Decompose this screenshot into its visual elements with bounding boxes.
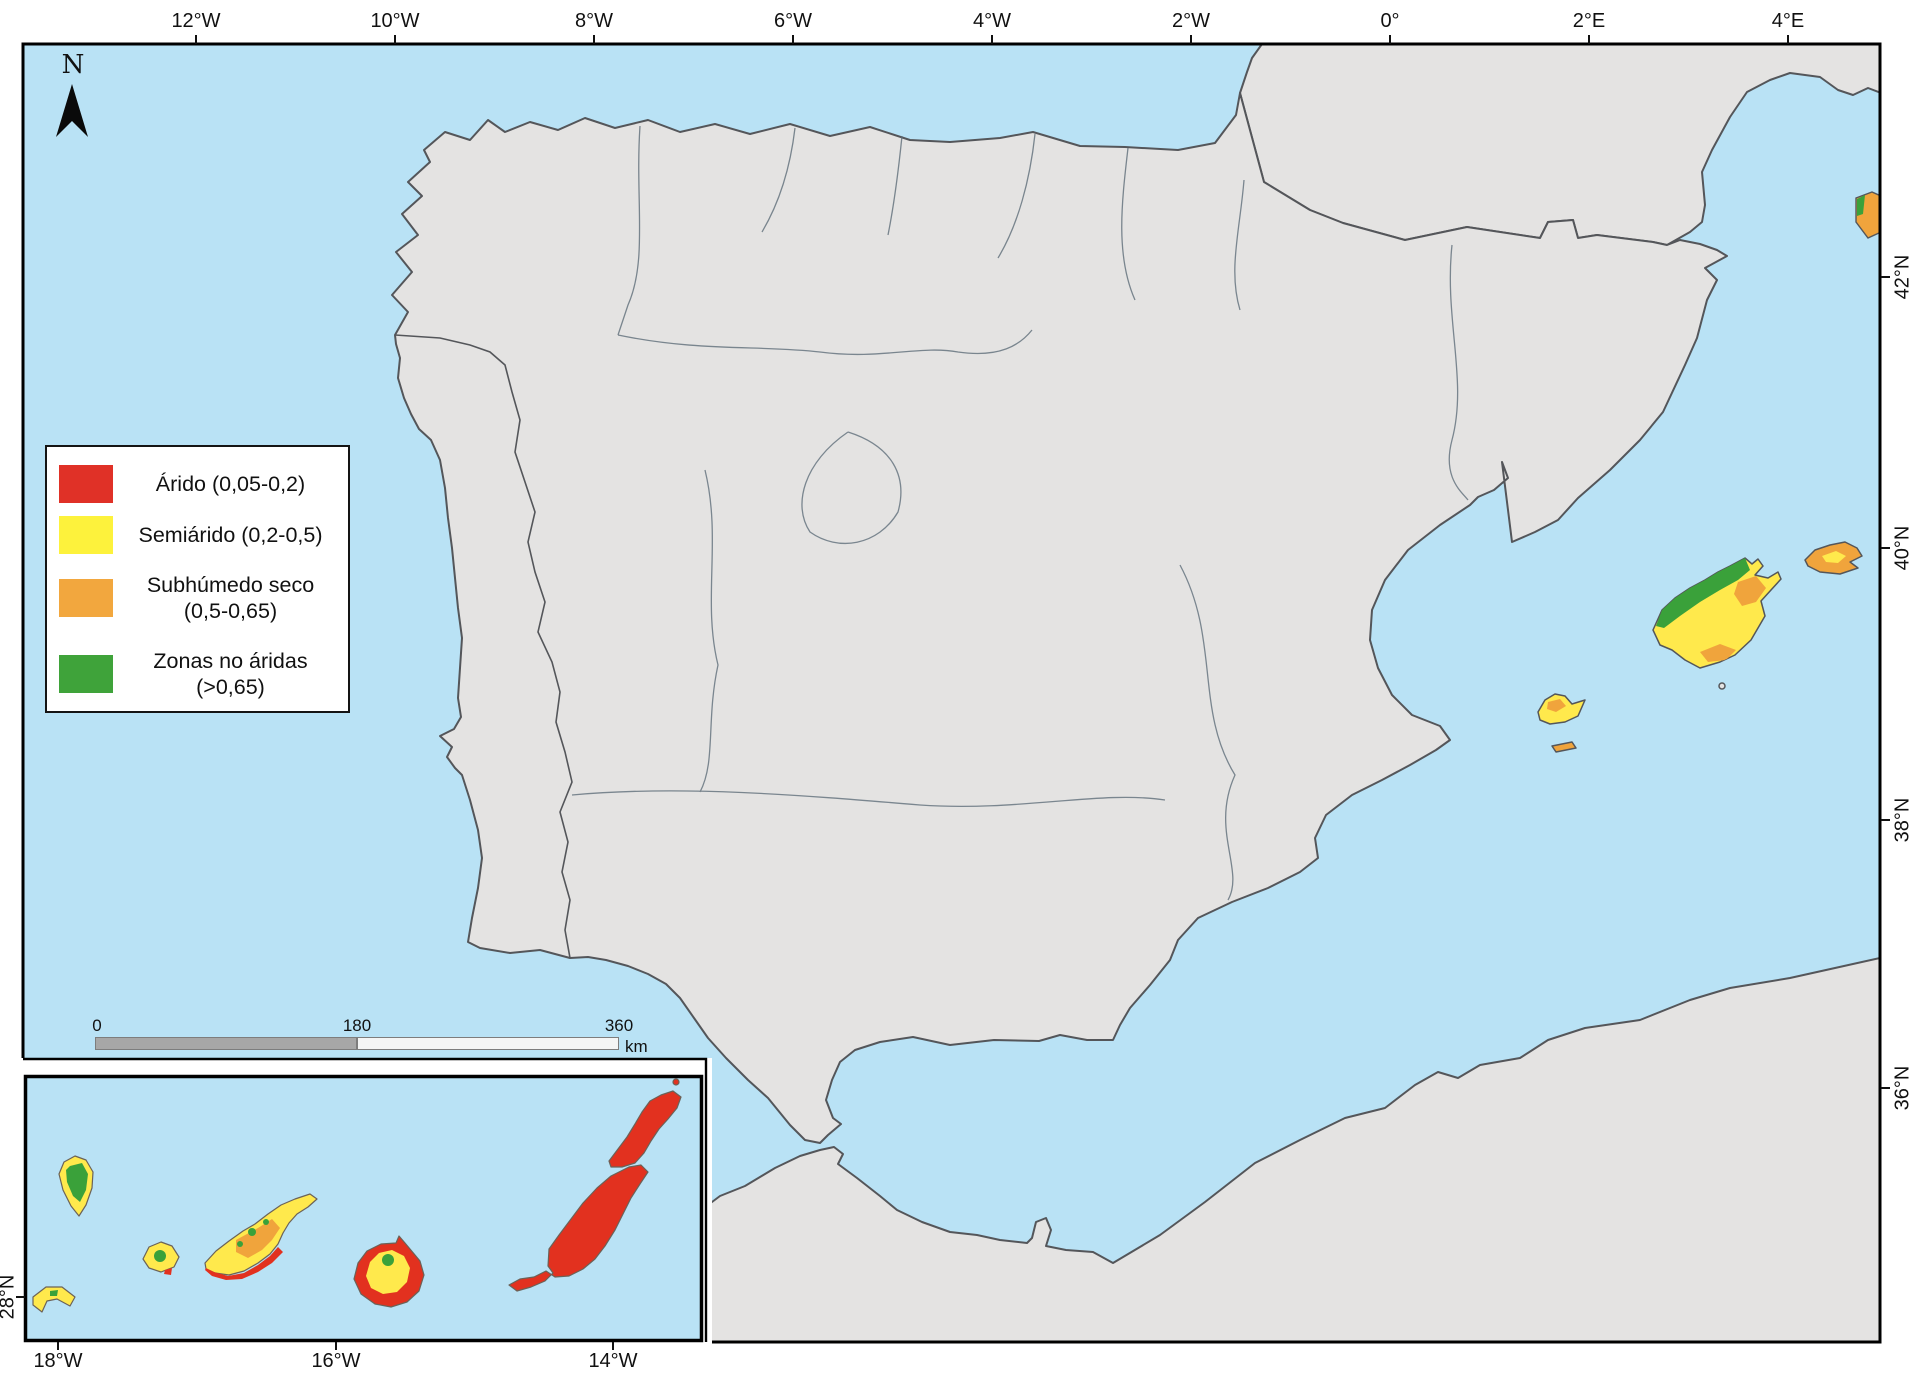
africa-landmass: [639, 957, 1880, 1342]
lat-tick: [1881, 819, 1890, 821]
main-map: [23, 44, 1880, 1342]
lon-label: 6°W: [774, 10, 812, 32]
scale-bar-empty-segment: [357, 1037, 619, 1050]
lon-label: 8°W: [575, 10, 613, 32]
balearic-islands: [1537, 541, 1863, 753]
ne-edge-patch: [1855, 191, 1880, 239]
lon-label: 10°W: [370, 10, 420, 32]
legend-swatch-semiarid: [59, 516, 113, 554]
fuerteventura: [508, 1164, 649, 1292]
inset-lat-tick: [16, 1296, 25, 1298]
lat-tick: [1881, 547, 1890, 549]
lanzarote: [608, 1090, 682, 1168]
lon-tick: [394, 35, 396, 44]
legend-swatch-dry-subhumid: [59, 579, 113, 617]
ibiza: [1537, 693, 1586, 725]
lat-tick: [1881, 276, 1890, 278]
lat-label: 42°N: [1891, 254, 1914, 300]
legend-item-subhumedo: Subhúmedo seco (0,5-0,65): [47, 565, 348, 631]
north-arrow-label: N: [61, 50, 85, 80]
legend-item-semiarido: Semiárido (0,2-0,5): [47, 514, 348, 556]
lon-tick: [593, 35, 595, 44]
inset-lat-label: 28°N: [0, 1274, 19, 1320]
inset-lon-label: 14°W: [588, 1350, 638, 1372]
lon-label: 12°W: [171, 10, 221, 32]
lon-label: 4°E: [1771, 10, 1805, 32]
lon-tick: [991, 35, 993, 44]
legend: Árido (0,05-0,2) Semiárido (0,2-0,5) Sub…: [45, 445, 350, 713]
inset-lon-tick: [57, 1342, 59, 1350]
lat-label: 38°N: [1891, 797, 1914, 843]
scale-unit-label: km: [625, 1037, 648, 1056]
lat-label: 40°N: [1891, 525, 1914, 571]
legend-label: Semiárido (0,2-0,5): [138, 522, 323, 547]
legend-swatch-non-arid: [59, 655, 113, 693]
lon-tick: [1588, 35, 1590, 44]
scale-bar-filled-segment: [95, 1037, 357, 1050]
lon-label: 4°W: [973, 10, 1011, 32]
lat-tick: [1881, 1087, 1890, 1089]
legend-swatch-arid: [59, 465, 113, 503]
portugal-spain-border: [394, 334, 573, 959]
legend-label: Zonas no áridas: [153, 648, 308, 673]
legend-label: Subhúmedo seco: [146, 572, 315, 597]
lon-tick: [195, 35, 197, 44]
inset-lon-tick: [612, 1342, 614, 1350]
legend-item-arido: Árido (0,05-0,2): [47, 463, 348, 505]
lon-tick: [792, 35, 794, 44]
lon-tick: [1787, 35, 1789, 44]
lat-label: 36°N: [1891, 1065, 1914, 1111]
cabrera: [1718, 682, 1726, 690]
lon-label: 2°W: [1172, 10, 1210, 32]
scale-bar: 0 180 360 km: [92, 1016, 655, 1060]
el-hierro: [32, 1286, 76, 1313]
inset-lon-label: 18°W: [33, 1350, 83, 1372]
legend-label-line2: (>0,65): [196, 675, 265, 699]
legend-label-line2: (0,5-0,65): [183, 599, 278, 623]
inset-lon-label: 16°W: [311, 1350, 361, 1372]
map-frame: [21, 42, 1882, 1344]
formentera: [1551, 741, 1577, 753]
lon-tick: [1190, 35, 1192, 44]
la-graciosa: [672, 1078, 680, 1086]
lon-tick: [1389, 35, 1391, 44]
canary-islands-inset: [32, 1078, 682, 1313]
lon-label: 0°: [1380, 10, 1400, 32]
north-arrow-icon: [56, 84, 88, 137]
legend-label: Árido (0,05-0,2): [155, 471, 306, 496]
scale-tick-label: 360: [604, 1016, 634, 1035]
map-frame-notch: [23, 1057, 708, 1342]
legend-item-no-aridas: Zonas no áridas (>0,65): [47, 641, 348, 707]
scale-tick-label: 0: [92, 1016, 102, 1035]
admin-boundaries: [571, 125, 1469, 901]
inset-lon-tick: [335, 1342, 337, 1350]
scale-tick-label: 180: [342, 1016, 372, 1035]
lon-label: 2°E: [1572, 10, 1606, 32]
